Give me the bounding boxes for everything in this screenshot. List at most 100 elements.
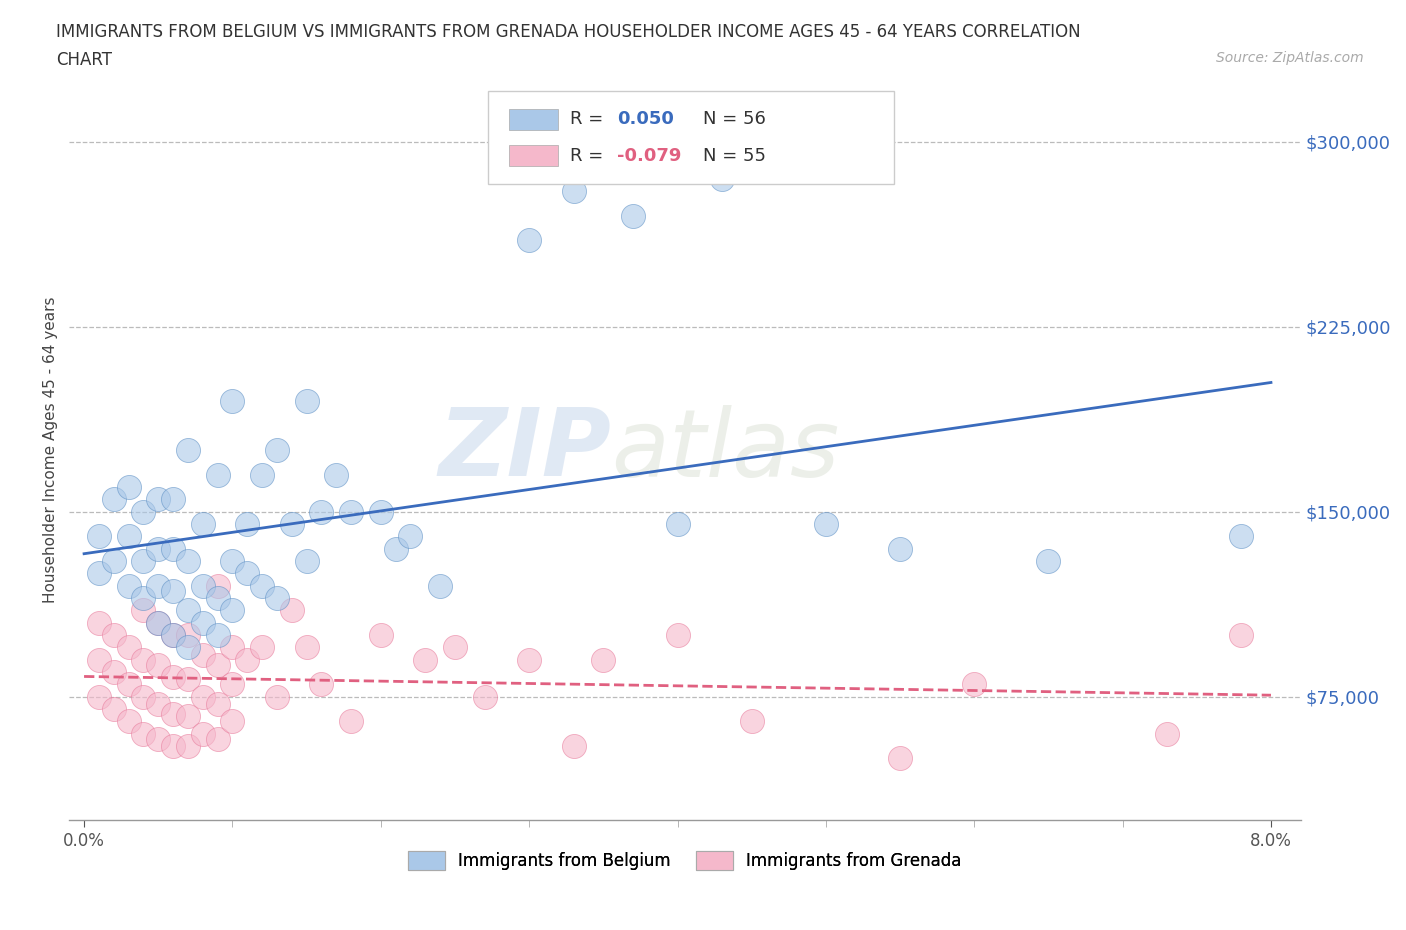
Point (295, 640, 318, 655)
Point (162, 738, 184, 753)
Point (250, 640, 273, 655)
Point (711, 171, 734, 186)
Point (221, 553, 243, 568)
Point (162, 492, 184, 507)
Point (103, 492, 125, 507)
Point (162, 707, 184, 722)
Point (103, 701, 125, 716)
Point (221, 714, 243, 729)
Point (87, 652, 110, 667)
Point (207, 628, 229, 643)
Point (250, 578, 273, 593)
Point (87, 616, 110, 631)
Point (177, 672, 200, 687)
Point (266, 689, 288, 704)
Point (132, 591, 155, 605)
Point (191, 517, 214, 532)
Point (207, 697, 229, 711)
Point (148, 731, 170, 746)
Point (207, 467, 229, 482)
Point (117, 578, 139, 593)
Point (384, 541, 406, 556)
Point (177, 738, 200, 753)
Point (236, 652, 259, 667)
Point (103, 553, 125, 568)
Point (370, 504, 392, 519)
Y-axis label: Householder Income Ages 45 - 64 years: Householder Income Ages 45 - 64 years (44, 297, 58, 604)
Point (370, 628, 392, 643)
Point (132, 603, 155, 618)
Point (236, 566, 259, 581)
Point (221, 677, 243, 692)
Point (162, 628, 184, 643)
Point (666, 628, 689, 643)
Point (117, 529, 139, 544)
Point (429, 578, 451, 593)
Text: R =: R = (571, 147, 609, 165)
Point (148, 616, 170, 631)
Point (148, 541, 170, 556)
Point (517, 652, 540, 667)
Point (281, 603, 304, 618)
Point (266, 591, 288, 605)
Point (177, 628, 200, 643)
Point (177, 709, 200, 724)
Point (295, 393, 318, 408)
Point (340, 504, 363, 519)
Point (517, 233, 540, 248)
Point (162, 628, 184, 643)
Text: CHART: CHART (56, 51, 112, 69)
Point (191, 647, 214, 662)
Point (148, 492, 170, 507)
Point (148, 616, 170, 631)
Point (191, 689, 214, 704)
Point (132, 726, 155, 741)
Point (117, 677, 139, 692)
Point (236, 517, 259, 532)
Point (132, 553, 155, 568)
Point (741, 714, 763, 729)
Point (162, 541, 184, 556)
Point (221, 393, 243, 408)
Point (132, 504, 155, 519)
Point (221, 603, 243, 618)
Point (117, 714, 139, 729)
Point (592, 652, 614, 667)
FancyBboxPatch shape (509, 109, 558, 129)
Point (1038, 553, 1060, 568)
Point (191, 726, 214, 741)
Text: ZIP: ZIP (439, 405, 612, 496)
Point (177, 640, 200, 655)
Point (1230, 628, 1253, 643)
Point (103, 665, 125, 680)
Text: R =: R = (571, 111, 609, 128)
Point (162, 670, 184, 684)
Point (325, 467, 347, 482)
Point (87, 566, 110, 581)
Point (562, 183, 585, 198)
Text: -0.079: -0.079 (617, 147, 682, 165)
Point (132, 652, 155, 667)
Point (621, 208, 644, 223)
Point (413, 652, 436, 667)
Text: IMMIGRANTS FROM BELGIUM VS IMMIGRANTS FROM GRENADA HOUSEHOLDER INCOME AGES 45 - : IMMIGRANTS FROM BELGIUM VS IMMIGRANTS FR… (56, 23, 1081, 41)
Point (103, 628, 125, 643)
Point (1156, 726, 1178, 741)
Legend: Immigrants from Belgium, Immigrants from Grenada: Immigrants from Belgium, Immigrants from… (401, 843, 970, 878)
Point (889, 541, 911, 556)
Point (177, 603, 200, 618)
Point (221, 640, 243, 655)
Point (87, 529, 110, 544)
Point (207, 658, 229, 672)
Text: N = 55: N = 55 (703, 147, 766, 165)
Text: 0.050: 0.050 (617, 111, 673, 128)
Point (207, 591, 229, 605)
Point (295, 553, 318, 568)
Point (666, 517, 689, 532)
Point (311, 677, 333, 692)
Point (148, 697, 170, 711)
Point (562, 738, 585, 753)
Point (444, 640, 467, 655)
Point (87, 689, 110, 704)
Point (281, 517, 304, 532)
